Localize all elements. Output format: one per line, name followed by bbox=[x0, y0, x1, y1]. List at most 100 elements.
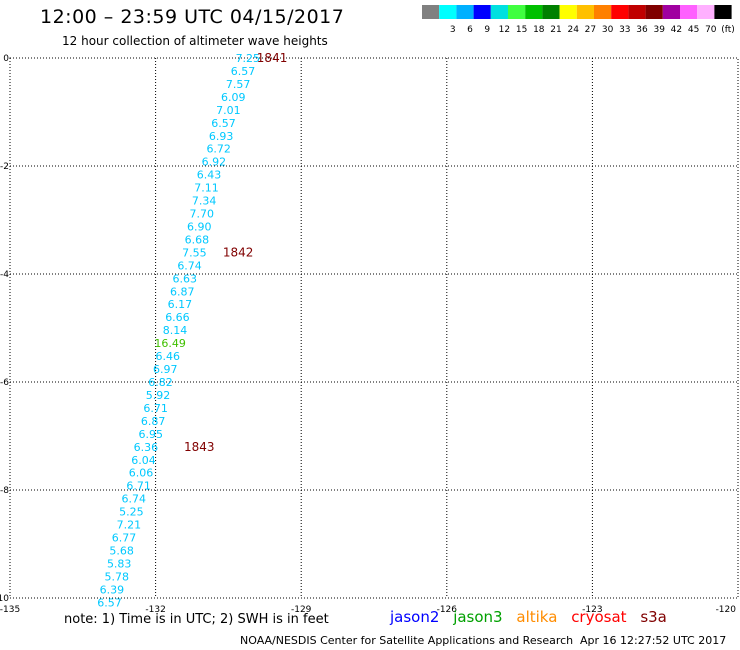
swh-data-label: 8.14 bbox=[163, 324, 188, 337]
colorbar-swatch bbox=[680, 5, 698, 19]
y-tick-label: 0 bbox=[3, 54, 9, 64]
colorbar-swatch bbox=[645, 5, 663, 19]
swh-data-label: 6.06 bbox=[129, 467, 154, 480]
swh-data-label: 7.11 bbox=[194, 182, 219, 195]
colorbar-legend: 3 6 9 12 15 18 21 24 27 30 33 36 39 42 45 70 (ft) bbox=[422, 5, 735, 35]
swh-data-label: 5.25 bbox=[119, 506, 144, 519]
colorbar-swatch bbox=[456, 5, 474, 19]
swh-data-label: 7.55 bbox=[182, 246, 207, 259]
swh-data-label: 6.57 bbox=[97, 596, 122, 609]
swh-data-label: 6.39 bbox=[100, 583, 125, 596]
swh-data-label: 5.83 bbox=[107, 557, 132, 570]
swh-data-label: 6.87 bbox=[141, 415, 166, 428]
swh-data-label: 6.95 bbox=[138, 428, 163, 441]
colorbar-label: 27 bbox=[585, 25, 596, 35]
x-tick-label: -135 bbox=[0, 605, 20, 615]
swh-data-label: 5.92 bbox=[146, 389, 171, 402]
swh-data-label: 6.71 bbox=[143, 402, 168, 415]
colorbar-label: 33 bbox=[619, 25, 630, 35]
swh-data-label: 7.70 bbox=[189, 208, 214, 221]
y-tick-label: -10 bbox=[0, 594, 9, 604]
colorbar-label: 45 bbox=[688, 25, 699, 35]
chart-subtitle: 12 hour collection of altimeter wave hei… bbox=[62, 34, 328, 48]
colorbar-swatch bbox=[439, 5, 457, 19]
colorbar-swatch bbox=[525, 5, 543, 19]
colorbar-swatch bbox=[473, 5, 491, 19]
swh-data-label: 7.57 bbox=[226, 78, 251, 91]
x-tick-label: -120 bbox=[716, 605, 737, 615]
time-marker: 1842 bbox=[223, 245, 254, 259]
swh-data-label: 6.87 bbox=[170, 285, 195, 298]
y-tick-label: -8 bbox=[0, 486, 9, 496]
chart-frame bbox=[9, 57, 739, 599]
colorbar-swatch bbox=[714, 5, 732, 19]
footnote: note: 1) Time is in UTC; 2) SWH is in fe… bbox=[64, 612, 329, 627]
x-tick-label: -126 bbox=[437, 605, 458, 615]
swh-data-label: 5.68 bbox=[109, 544, 134, 557]
legend-cryosat: cryosat bbox=[571, 608, 627, 626]
colorbar-swatch bbox=[576, 5, 594, 19]
swh-data-label: 6.93 bbox=[209, 130, 234, 143]
swh-data-label: 6.66 bbox=[165, 311, 190, 324]
colorbar-swatch bbox=[422, 5, 440, 19]
swh-data-label: 6.43 bbox=[197, 169, 222, 182]
swh-data-label: 6.17 bbox=[168, 298, 193, 311]
colorbar-label: 9 bbox=[484, 25, 490, 35]
time-marker: 1843 bbox=[184, 440, 215, 454]
colorbar-swatch bbox=[662, 5, 680, 19]
wave-height-chart: -135 -132 -129 -126 -123 -120 0 -2 -4 -6 -8 -10 7.25… bbox=[0, 51, 739, 615]
colorbar-swatch bbox=[508, 5, 526, 19]
swh-data-label: 5.78 bbox=[105, 570, 130, 583]
colorbar-label: 30 bbox=[602, 25, 614, 35]
swh-data-label: 6.82 bbox=[148, 376, 173, 389]
colorbar-label: 42 bbox=[671, 25, 682, 35]
colorbar-swatch bbox=[594, 5, 612, 19]
colorbar-swatch bbox=[559, 5, 577, 19]
swh-data-label: 6.46 bbox=[155, 350, 180, 363]
swh-data-label: 7.01 bbox=[216, 104, 241, 117]
colorbar-label: 21 bbox=[550, 25, 561, 35]
swh-data-label: 7.34 bbox=[192, 195, 217, 208]
x-tick-label: -129 bbox=[291, 605, 312, 615]
colorbar-swatch bbox=[611, 5, 629, 19]
colorbar-label: 39 bbox=[653, 25, 665, 35]
colorbar-label: (ft) bbox=[721, 25, 735, 35]
swh-data-label: 7.25 bbox=[236, 52, 261, 65]
colorbar-label: 15 bbox=[516, 25, 527, 35]
swh-data-label: 6.97 bbox=[153, 363, 178, 376]
legend-s3a: s3a bbox=[640, 608, 667, 626]
y-tick-label: -6 bbox=[0, 378, 9, 388]
swh-data-label: 6.68 bbox=[185, 233, 210, 246]
swh-data-label: 6.92 bbox=[202, 156, 227, 169]
swh-data-label: 6.36 bbox=[134, 441, 159, 454]
swh-data-label: 6.74 bbox=[177, 259, 202, 272]
colorbar-label: 6 bbox=[467, 25, 473, 35]
x-tick-label: -132 bbox=[145, 605, 165, 615]
swh-data-label: 6.04 bbox=[131, 454, 156, 467]
page-title: 12:00 – 23:59 UTC 04/15/2017 bbox=[40, 6, 345, 28]
swh-data-label: 6.57 bbox=[211, 117, 236, 130]
legend-jason3: jason3 bbox=[453, 608, 503, 626]
generated-timestamp: Apr 16 12:27:52 UTC 2017 bbox=[580, 634, 727, 647]
swh-data-label: 6.77 bbox=[112, 532, 137, 545]
colorbar-label: 3 bbox=[450, 25, 456, 35]
swh-data-label: 6.09 bbox=[221, 91, 246, 104]
swh-data-label: 7.21 bbox=[117, 519, 142, 532]
colorbar-swatch bbox=[490, 5, 508, 19]
legend-altika: altika bbox=[516, 608, 558, 626]
swh-data-label: 16.49 bbox=[154, 337, 186, 350]
colorbar-label: 36 bbox=[636, 25, 648, 35]
time-marker: 1841 bbox=[257, 51, 288, 65]
swh-data-label: 6.57 bbox=[231, 65, 256, 78]
swh-data-label: 6.90 bbox=[187, 220, 212, 233]
colorbar-swatch bbox=[542, 5, 560, 19]
swh-data-label: 6.72 bbox=[206, 143, 231, 156]
colorbar-label: 18 bbox=[533, 25, 545, 35]
colorbar-label: 70 bbox=[705, 25, 717, 35]
satellite-legend: jason2 jason3 altika cryosat s3a bbox=[390, 608, 676, 626]
colorbar-label: 12 bbox=[499, 25, 510, 35]
legend-jason2: jason2 bbox=[390, 608, 440, 626]
y-tick-label: -2 bbox=[0, 162, 9, 172]
colorbar-swatch bbox=[628, 5, 646, 19]
y-tick-label: -4 bbox=[0, 270, 9, 280]
